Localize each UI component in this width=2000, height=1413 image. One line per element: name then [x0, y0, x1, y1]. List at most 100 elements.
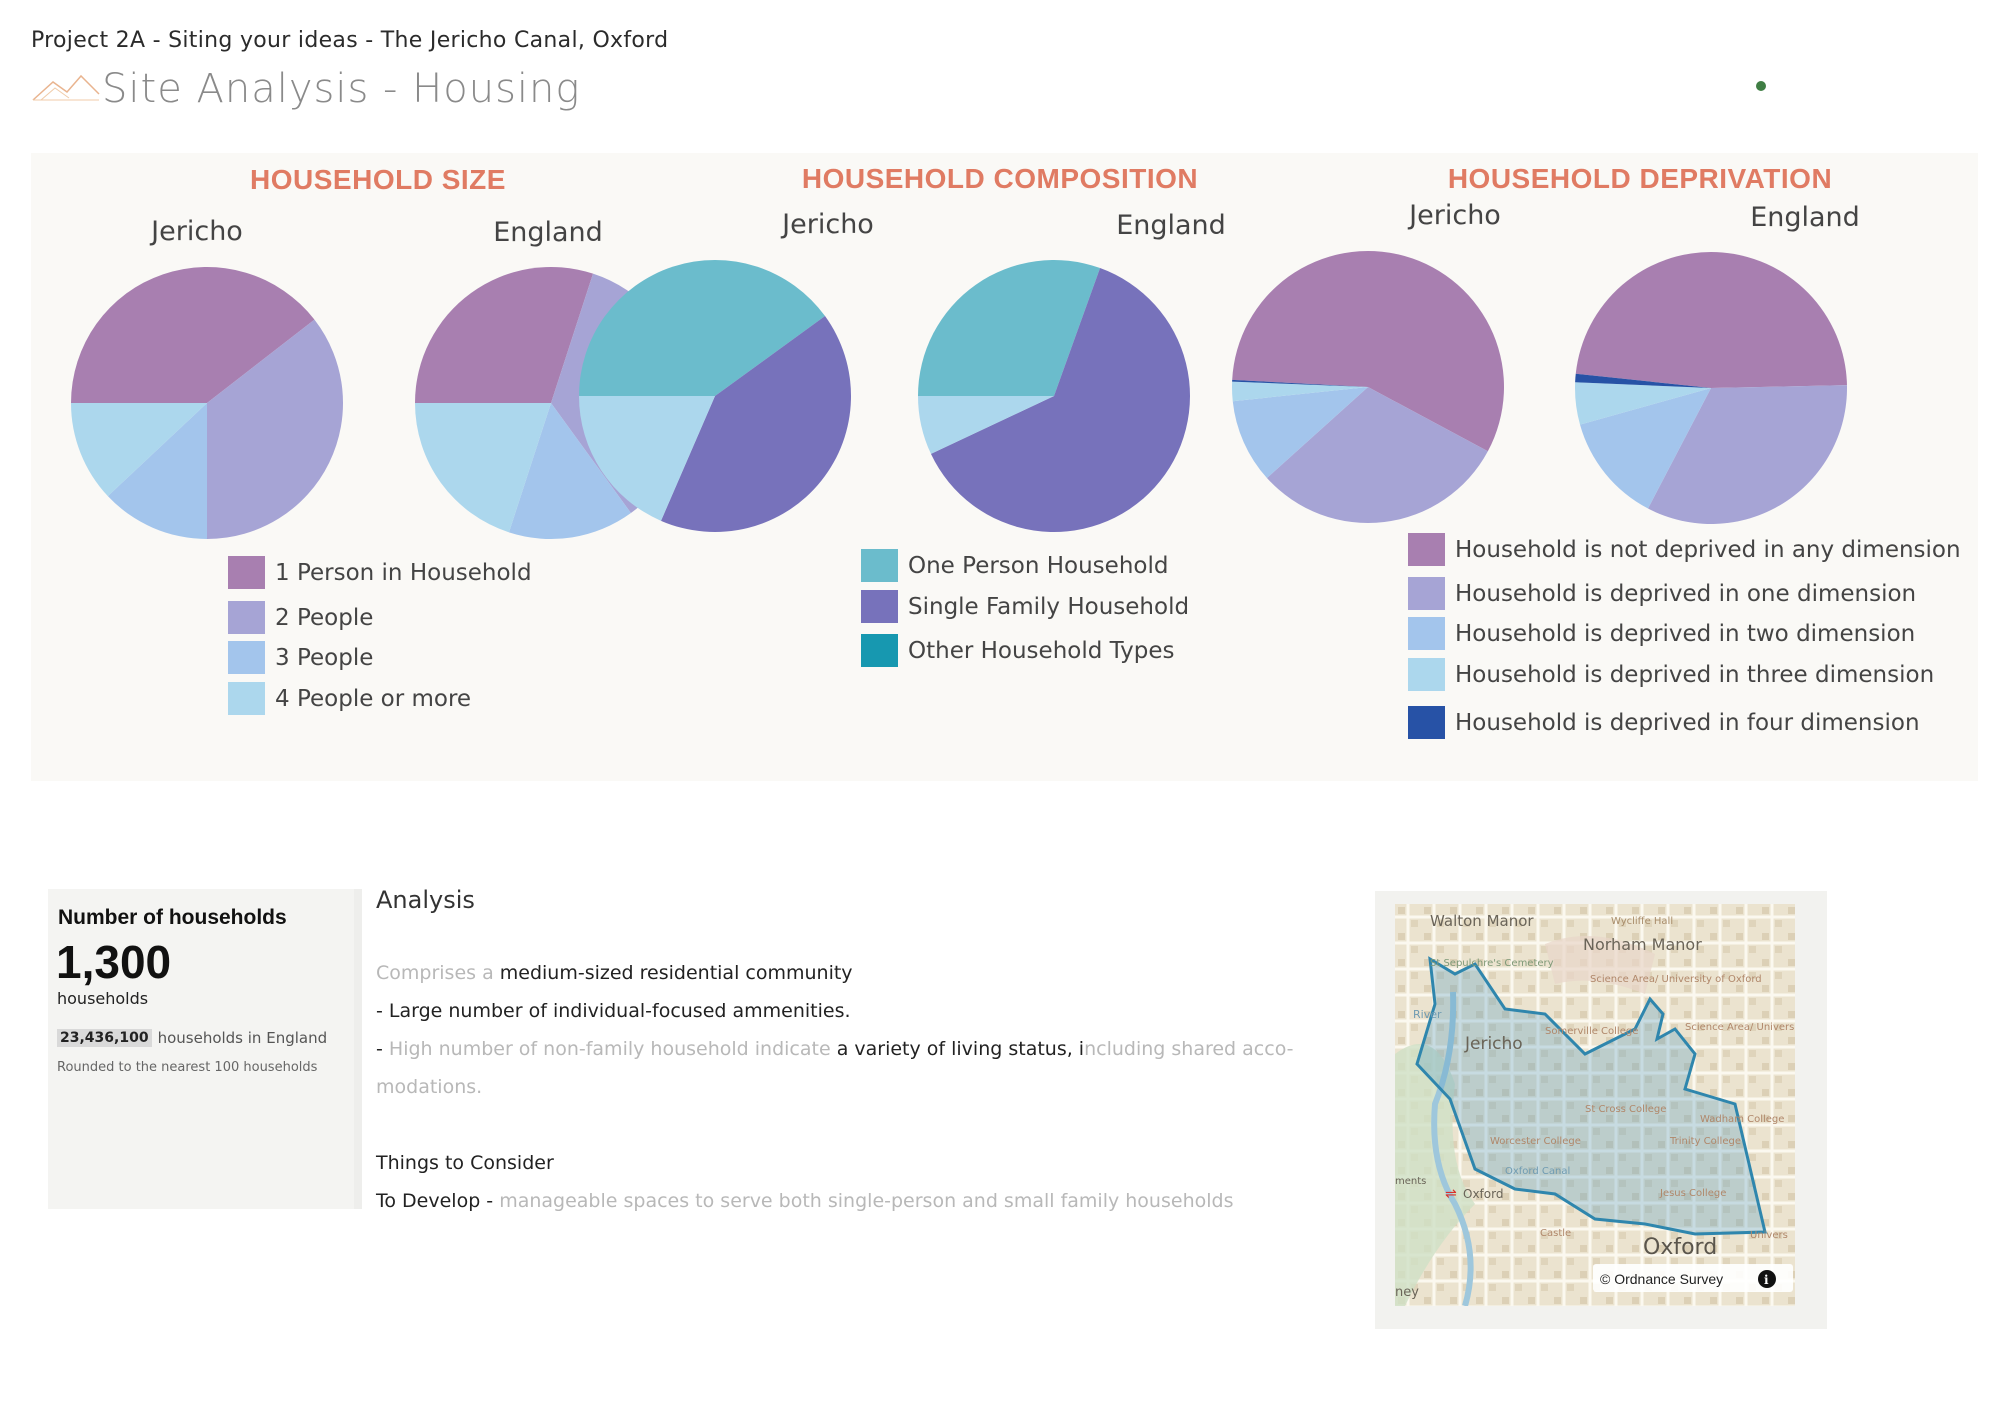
to-develop-line: To Develop - manageable spaces to serve … — [376, 1190, 1233, 1212]
jericho-map[interactable]: Walton Manor Wycliffe Hall Norham Manor … — [1395, 904, 1795, 1306]
pie-slice-england-household-is-deprived-in-one-dimension — [1647, 385, 1847, 525]
map-label: Science Area/ University of Oxford — [1590, 974, 1762, 985]
stat-england-value: 23,436,100 — [57, 1029, 152, 1047]
legend-swatch — [228, 682, 265, 715]
map-label: Trinity College — [1669, 1136, 1741, 1147]
pie-slice-jericho-household-is-deprived-in-two-dimension — [1232, 387, 1368, 479]
legend-item-4-people: 4 People or more — [228, 682, 471, 715]
sdg-badge-peace-justice: 16 — [1809, 47, 1859, 97]
pie-slice-england-4-people-or-more — [415, 403, 551, 533]
map-canal — [1431, 991, 1474, 1306]
things-to-consider-heading: Things to Consider — [376, 1152, 554, 1174]
legend-label: Single Family Household — [908, 593, 1190, 620]
household-deprivation-title: HOUSEHOLD DEPRIVATION — [1447, 163, 1833, 194]
map-label: Norham Manor — [1583, 935, 1702, 954]
stat-value: 1,300 — [56, 936, 172, 988]
legend-item-one-person: One Person Household — [861, 549, 1168, 582]
pie-label-deprivation-jericho: Jericho — [1409, 200, 1501, 231]
train-station-icon: ⇌ — [1445, 1186, 1457, 1202]
household-composition-title: HOUSEHOLD COMPOSITION — [801, 163, 1199, 194]
map-label: Oxford — [1643, 1235, 1717, 1260]
analysis-main-text: medium-sized residential community — [499, 962, 853, 984]
legend-label: 3 People — [275, 644, 374, 671]
no-poverty-icon — [1600, 77, 1633, 96]
stat-unit: households — [57, 989, 149, 1008]
legend-item-deprived-one: Household is deprived in one dimension — [1408, 577, 1916, 610]
map-park-area — [1395, 1044, 1475, 1306]
pie-slice-england-household-is-not-deprived-in-any-dimension — [1575, 251, 1847, 388]
pie-label-composition-jericho: Jericho — [782, 209, 874, 240]
legend-swatch — [1408, 577, 1445, 610]
legend-swatch — [228, 641, 265, 674]
legend-swatch — [861, 634, 898, 667]
map-label: Science Area/ University of Oxford — [1685, 1022, 1795, 1033]
legend-item-1-person: 1 Person in Household — [228, 556, 532, 589]
peace-justice-icon — [1819, 81, 1847, 96]
legend-item-not-deprived: Household is not deprived in any dimensi… — [1408, 533, 1961, 566]
pie-label-size-jericho: Jericho — [151, 216, 243, 247]
pie-slice-jericho-other-household-types — [579, 396, 715, 521]
sdg-number: 11 — [1669, 50, 1686, 64]
households-stat-card — [48, 889, 362, 1209]
map-label: ments — [1395, 1176, 1426, 1187]
stat-england: 23,436,100 households in England — [57, 1029, 327, 1047]
analysis-line-1: Comprises a medium-sized residential com… — [376, 962, 853, 984]
legend-item-other-types: Other Household Types — [861, 634, 1174, 667]
map-attribution: © Ordnance Survey — [1600, 1271, 1723, 1287]
sustainable-cities-icon — [1671, 76, 1707, 97]
legend-label: Household is deprived in four dimension — [1455, 709, 1920, 736]
pie-slice-england-other-household-types — [918, 396, 1054, 454]
legend-swatch — [1408, 617, 1445, 650]
pie-slice-jericho-4-people-or-more — [71, 403, 207, 497]
analysis-faint-text: ncluding shared acco- — [1084, 1038, 1294, 1060]
sdg-number: 16 — [1813, 50, 1830, 64]
legend-swatch — [1408, 706, 1445, 739]
map-label: River — [1413, 1008, 1442, 1021]
pie-slice-jericho-single-family-household — [660, 316, 851, 532]
jericho-boundary[interactable] — [1415, 956, 1767, 1236]
page-title: Site Analysis - Housing — [102, 66, 581, 112]
pie-slice-jericho-one-person-household — [579, 259, 826, 396]
stat-heading: Number of households — [58, 906, 287, 929]
legend-item-single-family: Single Family Household — [861, 590, 1189, 623]
legend-item-2-people: 2 People — [228, 601, 373, 634]
map-label: Univers — [1750, 1230, 1788, 1241]
stat-note: Rounded to the nearest 100 households — [57, 1060, 318, 1075]
map-label: Jesus College — [1659, 1188, 1726, 1199]
legend-swatch — [1408, 533, 1445, 566]
climate-action-icon — [1744, 77, 1778, 95]
legend-label: Household is not deprived in any dimensi… — [1455, 536, 1961, 563]
pie-slice-jericho-household-is-deprived-in-three-dimension — [1231, 381, 1368, 402]
sdg-badge-no-poverty: 1 — [1593, 47, 1643, 97]
legend-swatch — [861, 590, 898, 623]
analysis-line-4: modations. — [376, 1076, 483, 1098]
pie-slice-jericho-1-person-in-household — [71, 267, 315, 403]
pie-slice-england-one-person-household — [918, 259, 1101, 396]
pie-slice-england-household-is-deprived-in-four-dimension — [1575, 373, 1711, 388]
map-label: Oxford — [1463, 1187, 1503, 1201]
pie-slice-jericho-2-people — [207, 319, 343, 539]
map-label: Wadham College — [1700, 1114, 1784, 1125]
map-label: Somerville College — [1545, 1026, 1638, 1037]
analysis-faint-text: High number of non-family household indi… — [388, 1038, 837, 1060]
legend-label: 4 People or more — [275, 685, 472, 712]
pie-label-composition-england: England — [1116, 210, 1226, 241]
map-science-area — [1545, 936, 1655, 994]
legend-item-3-people: 3 People — [228, 641, 373, 674]
map-label: Oxford Canal — [1505, 1166, 1570, 1177]
legend-label: Household is deprived in two dimension — [1455, 620, 1916, 647]
legend-swatch — [228, 601, 265, 634]
sdg-number: 13 — [1741, 50, 1758, 64]
pie-label-deprivation-england: England — [1750, 202, 1860, 233]
analysis-line-2: - Large number of individual-focused amm… — [376, 1000, 851, 1022]
analysis-main-text: To Develop - — [376, 1190, 500, 1212]
sdg-badge-sustainable-cities: 11 — [1665, 47, 1715, 97]
info-icon[interactable] — [1758, 1270, 1776, 1288]
pie-charts-svg — [71, 251, 1847, 539]
stat-england-text: households in England — [157, 1029, 328, 1047]
analysis-heading: Analysis — [376, 886, 475, 914]
legend-label: 1 Person in Household — [275, 559, 532, 586]
project-subtitle: Project 2A - Siting your ideas - The Jer… — [31, 28, 669, 53]
map-attribution-box — [1593, 1264, 1793, 1292]
pie-slice-jericho-3-people — [107, 403, 207, 539]
